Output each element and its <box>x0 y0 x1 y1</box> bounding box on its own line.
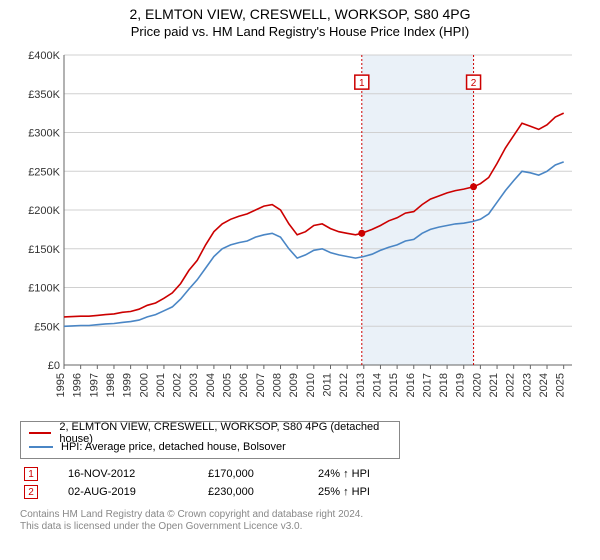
svg-text:£200K: £200K <box>28 205 60 217</box>
svg-text:£50K: £50K <box>34 321 60 333</box>
footer-line1: Contains HM Land Registry data © Crown c… <box>20 509 580 521</box>
chart-container: 2, ELMTON VIEW, CRESWELL, WORKSOP, S80 4… <box>0 0 600 560</box>
chart-plot-area: £0 £50K £100K £150K £200K £250K £300K £350K £400… <box>20 45 580 415</box>
transaction-date: 02-AUG-2019 <box>68 486 208 498</box>
svg-text:£150K: £150K <box>28 244 60 256</box>
svg-text:2014: 2014 <box>371 373 383 397</box>
transaction-badge: 1 <box>24 467 38 481</box>
svg-text:2023: 2023 <box>521 373 533 397</box>
legend-swatch <box>29 446 53 448</box>
transactions-table: 1 16-NOV-2012£170,00024% ↑ HPI 2 02-AUG-201… <box>20 465 580 501</box>
svg-text:£350K: £350K <box>28 89 60 101</box>
svg-text:2017: 2017 <box>421 373 433 397</box>
svg-text:2001: 2001 <box>155 373 167 397</box>
legend-row: 2, ELMTON VIEW, CRESWELL, WORKSOP, S80 4… <box>29 426 391 440</box>
svg-text:£0: £0 <box>48 360 60 372</box>
svg-text:2: 2 <box>471 78 477 89</box>
svg-text:2008: 2008 <box>272 373 284 397</box>
svg-text:2003: 2003 <box>188 373 200 397</box>
svg-text:2019: 2019 <box>455 373 467 397</box>
svg-text:2024: 2024 <box>538 373 550 397</box>
transaction-row: 2 02-AUG-2019£230,00025% ↑ HPI <box>20 483 580 501</box>
svg-text:2018: 2018 <box>438 373 450 397</box>
svg-text:2012: 2012 <box>338 373 350 397</box>
svg-text:2015: 2015 <box>388 373 400 397</box>
footer-line2: This data is licensed under the Open Gov… <box>20 521 580 533</box>
svg-text:1996: 1996 <box>72 373 84 397</box>
svg-text:2020: 2020 <box>471 373 483 397</box>
svg-text:£300K: £300K <box>28 128 60 140</box>
svg-text:2025: 2025 <box>555 373 567 397</box>
chart-svg: £0 £50K £100K £150K £200K £250K £300K £350K £400… <box>20 45 580 415</box>
svg-text:1998: 1998 <box>105 373 117 397</box>
svg-text:1995: 1995 <box>55 373 67 397</box>
transaction-price: £170,000 <box>208 468 318 480</box>
svg-text:2021: 2021 <box>488 373 500 397</box>
svg-text:£100K: £100K <box>28 283 60 295</box>
svg-text:£400K: £400K <box>28 50 60 62</box>
svg-text:2016: 2016 <box>405 373 417 397</box>
legend-area: 2, ELMTON VIEW, CRESWELL, WORKSOP, S80 4… <box>20 421 580 459</box>
svg-text:2007: 2007 <box>255 373 267 397</box>
svg-text:2000: 2000 <box>138 373 150 397</box>
svg-text:1999: 1999 <box>122 373 134 397</box>
svg-text:2011: 2011 <box>321 373 333 397</box>
svg-text:1: 1 <box>359 78 365 89</box>
svg-text:2009: 2009 <box>288 373 300 397</box>
transaction-pct: 24% ↑ HPI <box>318 468 418 480</box>
legend-label: HPI: Average price, detached house, Bols… <box>61 441 286 453</box>
svg-text:1997: 1997 <box>88 373 100 397</box>
legend-box: 2, ELMTON VIEW, CRESWELL, WORKSOP, S80 4… <box>20 421 400 459</box>
svg-text:2004: 2004 <box>205 373 217 397</box>
svg-text:2022: 2022 <box>505 373 517 397</box>
chart-title-line1: 2, ELMTON VIEW, CRESWELL, WORKSOP, S80 4… <box>0 0 600 22</box>
chart-title-line2: Price paid vs. HM Land Registry's House … <box>0 22 600 45</box>
svg-text:2010: 2010 <box>305 373 317 397</box>
transaction-price: £230,000 <box>208 486 318 498</box>
svg-text:2005: 2005 <box>222 373 234 397</box>
legend-swatch <box>29 432 51 434</box>
transaction-badge: 2 <box>24 485 38 499</box>
transaction-row: 1 16-NOV-2012£170,00024% ↑ HPI <box>20 465 580 483</box>
svg-text:2013: 2013 <box>355 373 367 397</box>
transaction-pct: 25% ↑ HPI <box>318 486 418 498</box>
transaction-date: 16-NOV-2012 <box>68 468 208 480</box>
svg-text:2006: 2006 <box>238 373 250 397</box>
footer-attribution: Contains HM Land Registry data © Crown c… <box>20 509 580 533</box>
svg-text:2002: 2002 <box>172 373 184 397</box>
svg-text:£250K: £250K <box>28 166 60 178</box>
